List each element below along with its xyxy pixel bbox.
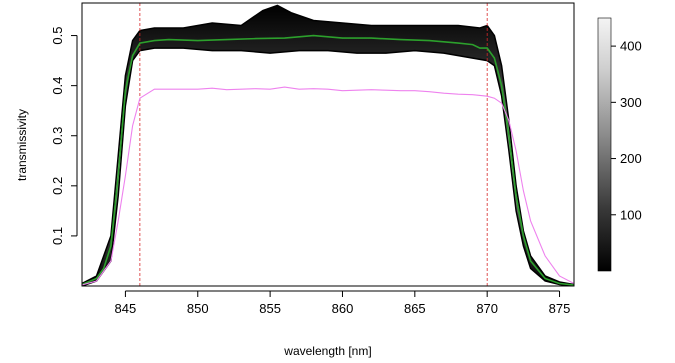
y-tick-label: 0.3 (50, 127, 65, 145)
x-tick-label: 850 (187, 301, 209, 316)
y-tick-label: 0.2 (50, 177, 65, 195)
y-axis-title: transmissivity (15, 109, 29, 181)
x-tick-label: 865 (404, 301, 426, 316)
x-tick-label: 855 (259, 301, 281, 316)
x-axis: 845 850 855 860 865 870 875 (115, 290, 571, 316)
y-axis: 0.1 0.2 0.3 0.4 0.5 (50, 27, 78, 245)
colorbar: 100 200 300 400 (597, 17, 642, 272)
colorbar-tick-label: 400 (620, 39, 642, 54)
y-tick-label: 0.1 (50, 227, 65, 245)
x-tick-label: 860 (332, 301, 354, 316)
colorbar-tick-label: 200 (620, 151, 642, 166)
colorbar-ramp (597, 17, 612, 272)
colorbar-ticks: 100 200 300 400 (611, 39, 642, 222)
x-tick-label: 875 (549, 301, 571, 316)
x-tick-label: 870 (476, 301, 498, 316)
y-tick-label: 0.4 (50, 77, 65, 95)
series-line-1 (82, 34, 574, 286)
density-band (82, 4, 574, 286)
y-tick-label: 0.5 (50, 27, 65, 45)
colorbar-tick-label: 300 (620, 95, 642, 110)
plot-frame (81, 2, 575, 287)
x-axis-title: wavelength [nm] (283, 344, 371, 358)
series-line-2 (82, 86, 574, 286)
x-tick-label: 845 (115, 301, 137, 316)
colorbar-tick-label: 100 (620, 207, 642, 222)
